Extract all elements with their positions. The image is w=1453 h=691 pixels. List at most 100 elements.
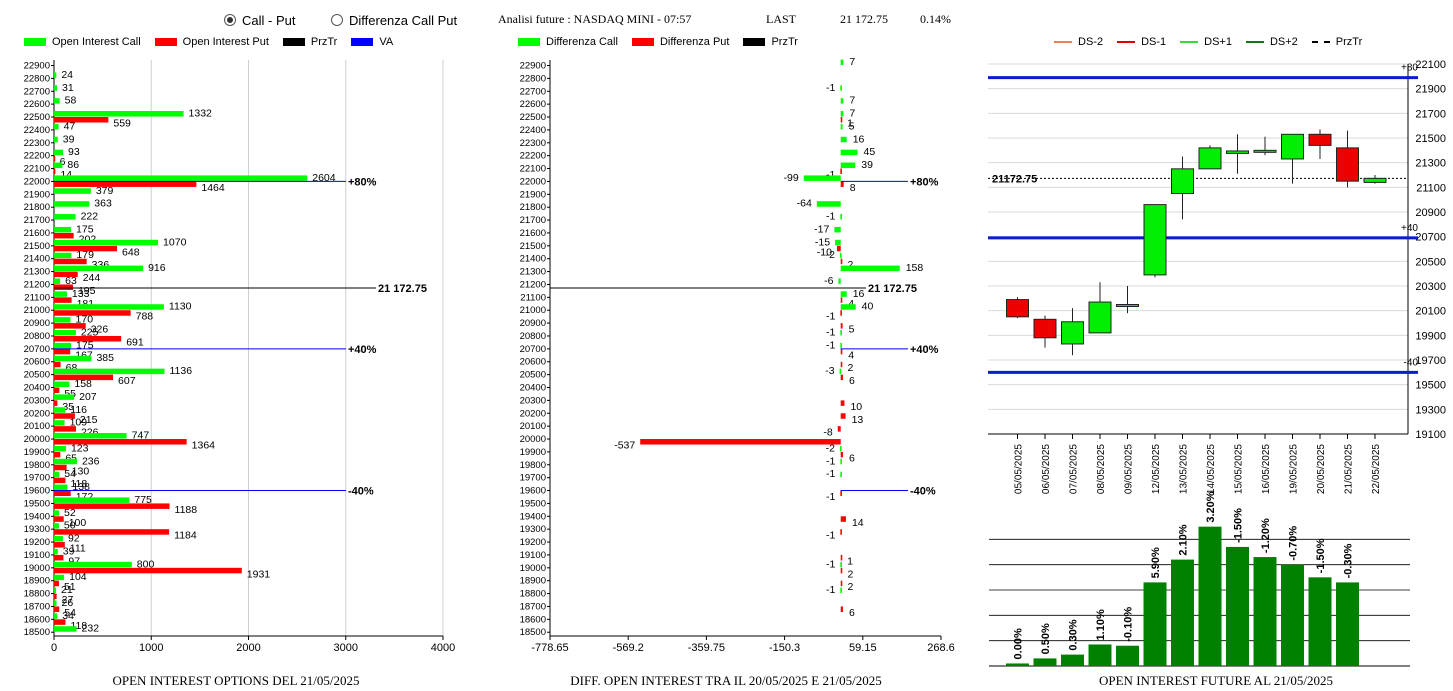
- x-tick-label: -778.65: [531, 642, 568, 654]
- legend-label: DS-1: [1141, 36, 1167, 48]
- put-bar-label: 1931: [247, 568, 271, 580]
- diff-bar-label: -17: [814, 223, 829, 235]
- candle-body: [1253, 149, 1277, 153]
- candle-body: [1281, 133, 1304, 160]
- call-bar: [54, 252, 72, 259]
- put-bar-label: 100: [69, 517, 87, 529]
- call-bar-label: 170: [76, 314, 94, 326]
- put-bar-label: 65: [65, 452, 77, 464]
- radio-selected-icon: [224, 14, 236, 26]
- call-bar-label: 47: [64, 120, 76, 132]
- y-tick-label: 19300: [520, 524, 546, 535]
- y-tick-label: 22600: [24, 99, 50, 110]
- put-bar-label: 14: [60, 169, 72, 181]
- y-tick-label: 21100: [1416, 182, 1446, 194]
- x-tick-label: 16/05/2025: [1261, 444, 1272, 494]
- level-label: -40%: [910, 486, 936, 498]
- x-tick-label: 2000: [236, 642, 260, 654]
- legend-swatch: [154, 38, 177, 46]
- put-bar-label: 97: [68, 555, 80, 567]
- candle-body: [1363, 177, 1387, 183]
- x-tick-label: 07/05/2025: [1069, 444, 1080, 494]
- radio-diff-call-put[interactable]: Differenza Call Put: [331, 12, 457, 28]
- diff-put-bar: [840, 258, 843, 265]
- put-bar: [54, 619, 66, 625]
- page-title: Analisi future : NASDAQ MINI - 07:57: [498, 12, 692, 26]
- level-label: +40: [1401, 223, 1418, 234]
- diff-bar-label: -15: [815, 236, 830, 248]
- diff-call-bar: [840, 85, 842, 91]
- call-bar: [54, 226, 72, 233]
- y-tick-label: 20700: [520, 344, 546, 355]
- y-tick-label: 19600: [24, 486, 50, 497]
- y-tick-label: 22200: [520, 151, 546, 162]
- legend-label: Differenza Call: [546, 36, 618, 48]
- diff-call-bar: [840, 561, 842, 568]
- put-bar: [54, 503, 170, 509]
- diff-call-bar: [839, 252, 842, 259]
- diff-put-bar: [837, 426, 841, 432]
- put-bar-label: 691: [126, 336, 144, 348]
- y-tick-label: 19700: [24, 473, 50, 484]
- y-tick-label: 22000: [24, 176, 50, 187]
- price-label: 21172.75: [992, 173, 1037, 185]
- diff-bar-label: -6: [824, 275, 833, 287]
- y-tick-label: 20300: [520, 395, 546, 406]
- radio-call-put[interactable]: Call - Put: [224, 12, 295, 28]
- level-label: +80%: [910, 176, 939, 188]
- y-tick-label: 21000: [520, 305, 546, 316]
- put-bar-label: 55: [64, 388, 76, 400]
- y-tick-label: 21200: [24, 279, 50, 290]
- x-tick-label: 15/05/2025: [1234, 444, 1245, 494]
- diff-put-bar: [840, 400, 845, 406]
- diff-bar-label: 40: [862, 301, 874, 313]
- y-tick-label: 19200: [520, 537, 546, 548]
- diff-call-bar: [840, 162, 856, 169]
- diff-put-bar: [840, 490, 842, 497]
- radio-call-put-label: Call - Put: [242, 12, 296, 28]
- oi-future-label: -1.50%: [1315, 538, 1327, 573]
- diff-put-bar: [840, 348, 843, 355]
- diff-bar-label: 45: [864, 146, 876, 158]
- oi-future-label: 0.30%: [1068, 619, 1080, 650]
- candle-body: [1006, 299, 1029, 318]
- y-tick-label: 20900: [520, 318, 546, 329]
- legend-line: [1311, 41, 1330, 43]
- diff-call-bar: [803, 175, 841, 181]
- y-tick-label: 22900: [520, 61, 546, 72]
- call-bar-label: 109: [70, 417, 88, 429]
- call-bar: [54, 510, 60, 516]
- put-bar: [54, 606, 60, 612]
- diff-bar-label: 13: [852, 414, 864, 426]
- y-tick-label: 19900: [1415, 330, 1446, 342]
- candle-body: [1226, 150, 1249, 154]
- candle-body: [1308, 133, 1332, 146]
- x-tick-label: 268.6: [927, 642, 955, 654]
- call-bar-label: 39: [63, 545, 75, 557]
- put-bar-label: 35: [62, 401, 74, 413]
- x-tick-label: 3000: [334, 642, 358, 654]
- legend-swatch: [743, 38, 766, 46]
- y-tick-label: 18500: [520, 627, 546, 638]
- oi-future-bar: [1198, 526, 1222, 666]
- put-bar: [54, 439, 187, 445]
- diff-bar-label: 6: [849, 375, 855, 387]
- level-label: +40%: [348, 344, 377, 356]
- call-bar-label: 92: [68, 533, 80, 545]
- diff-bar-label: 8: [850, 182, 856, 194]
- y-tick-label: 22400: [520, 125, 546, 136]
- diff-bar-label: -1: [826, 584, 835, 596]
- call-bar-label: 26: [62, 597, 74, 609]
- footer-future: OPEN INTEREST FUTURE AL 21/05/2025: [1098, 673, 1334, 688]
- diff-put-bar: [840, 451, 843, 458]
- y-tick-label: 20600: [520, 357, 546, 368]
- call-bar: [54, 471, 60, 478]
- candle-body: [1061, 321, 1084, 345]
- put-bar: [54, 361, 61, 368]
- put-bar-label: 1184: [174, 530, 197, 542]
- y-tick-label: 20500: [520, 370, 546, 381]
- put-bar-label: 607: [118, 375, 136, 387]
- call-bar-label: 232: [82, 623, 100, 635]
- diff-put-bar: [840, 567, 843, 574]
- y-tick-label: 20800: [24, 331, 50, 342]
